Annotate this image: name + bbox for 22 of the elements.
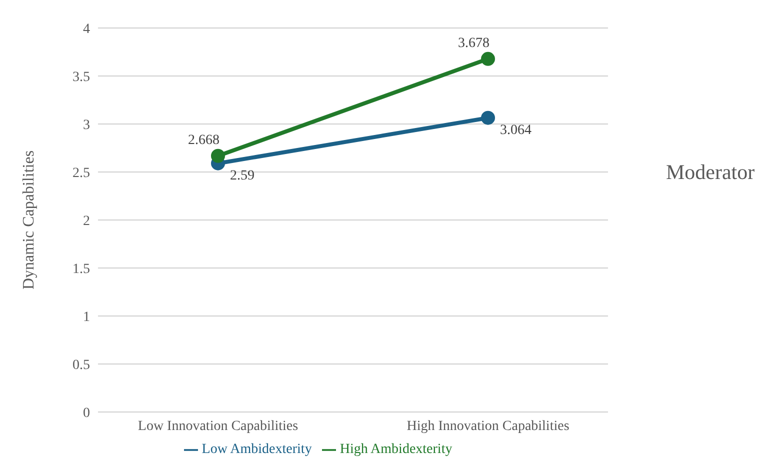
data-label: 2.59 xyxy=(230,168,254,184)
legend-label: Low Ambidexterity xyxy=(202,442,312,457)
data-label: 3.678 xyxy=(458,36,490,51)
y-tick-label: 3 xyxy=(83,118,90,133)
point xyxy=(211,148,225,163)
data-label: 3.064 xyxy=(500,122,532,138)
y-tick-label: 1.5 xyxy=(72,262,90,277)
y-tick-label: 0 xyxy=(83,406,90,421)
y-tick-label: 3.5 xyxy=(72,70,90,85)
y-tick-label: 1 xyxy=(83,310,90,325)
legend-title: Moderator xyxy=(666,160,755,185)
point xyxy=(481,52,495,66)
y-tick-label: 4 xyxy=(83,22,90,37)
y-tick-label: 2.5 xyxy=(72,166,90,181)
y-tick-label: 2 xyxy=(83,214,90,229)
point xyxy=(481,110,495,125)
x-tick-label: Low Innovation Capabilities xyxy=(138,418,298,434)
y-axis-title: Dynamic Capabilities xyxy=(20,150,38,290)
legend-label: High Ambidexterity xyxy=(340,442,452,457)
x-tick-label: High Innovation Capabilities xyxy=(406,418,570,434)
y-tick-label: 0.5 xyxy=(72,358,90,373)
data-label: 2.668 xyxy=(188,132,220,148)
